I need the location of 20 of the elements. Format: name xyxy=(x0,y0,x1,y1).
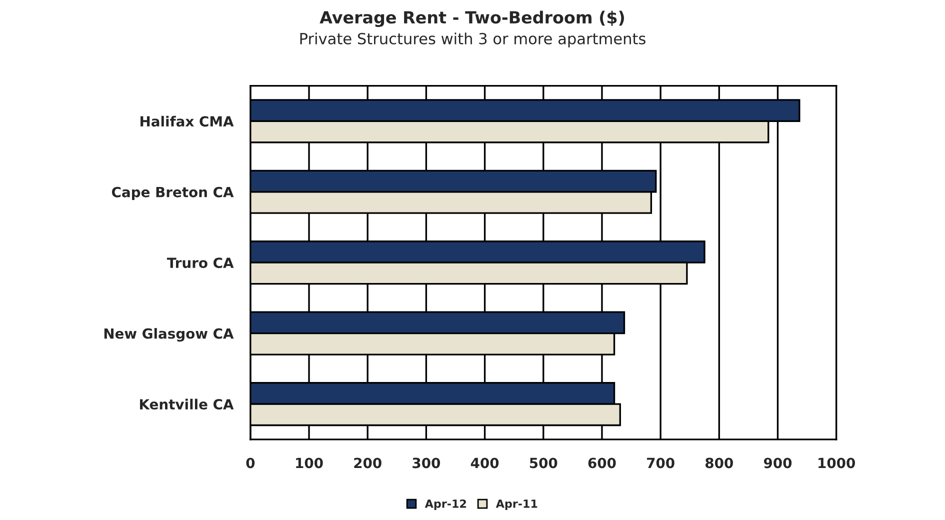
x-tick-label: 1000 xyxy=(818,458,855,468)
y-tick-label: Cape Breton CA xyxy=(112,186,234,200)
chart-subtitle: Private Structures with 3 or more apartments xyxy=(300,32,646,48)
x-tick-label: 600 xyxy=(588,458,616,468)
x-tick-label: 900 xyxy=(764,458,792,468)
y-tick-label: Truro CA xyxy=(166,258,234,268)
y-tick-label: New Glasgow CA xyxy=(104,328,234,342)
x-tick-label: 400 xyxy=(470,458,499,468)
legend-label: Apr-11 xyxy=(496,500,538,510)
x-tick-label: 700 xyxy=(646,458,674,468)
y-tick-label: Halifax CMA xyxy=(140,116,234,127)
x-tick-label: 200 xyxy=(354,458,382,468)
x-tick-label: 300 xyxy=(412,458,440,468)
x-tick-label: 0 xyxy=(246,458,255,468)
x-tick-label: 800 xyxy=(706,458,733,468)
x-tick-label: 500 xyxy=(530,458,558,468)
chart-title: Average Rent - Two-Bedroom ($) xyxy=(320,10,624,27)
x-tick-label: 100 xyxy=(296,458,323,468)
y-tick-label: Kentville CA xyxy=(140,398,234,410)
legend-label: Apr-12 xyxy=(424,499,466,510)
